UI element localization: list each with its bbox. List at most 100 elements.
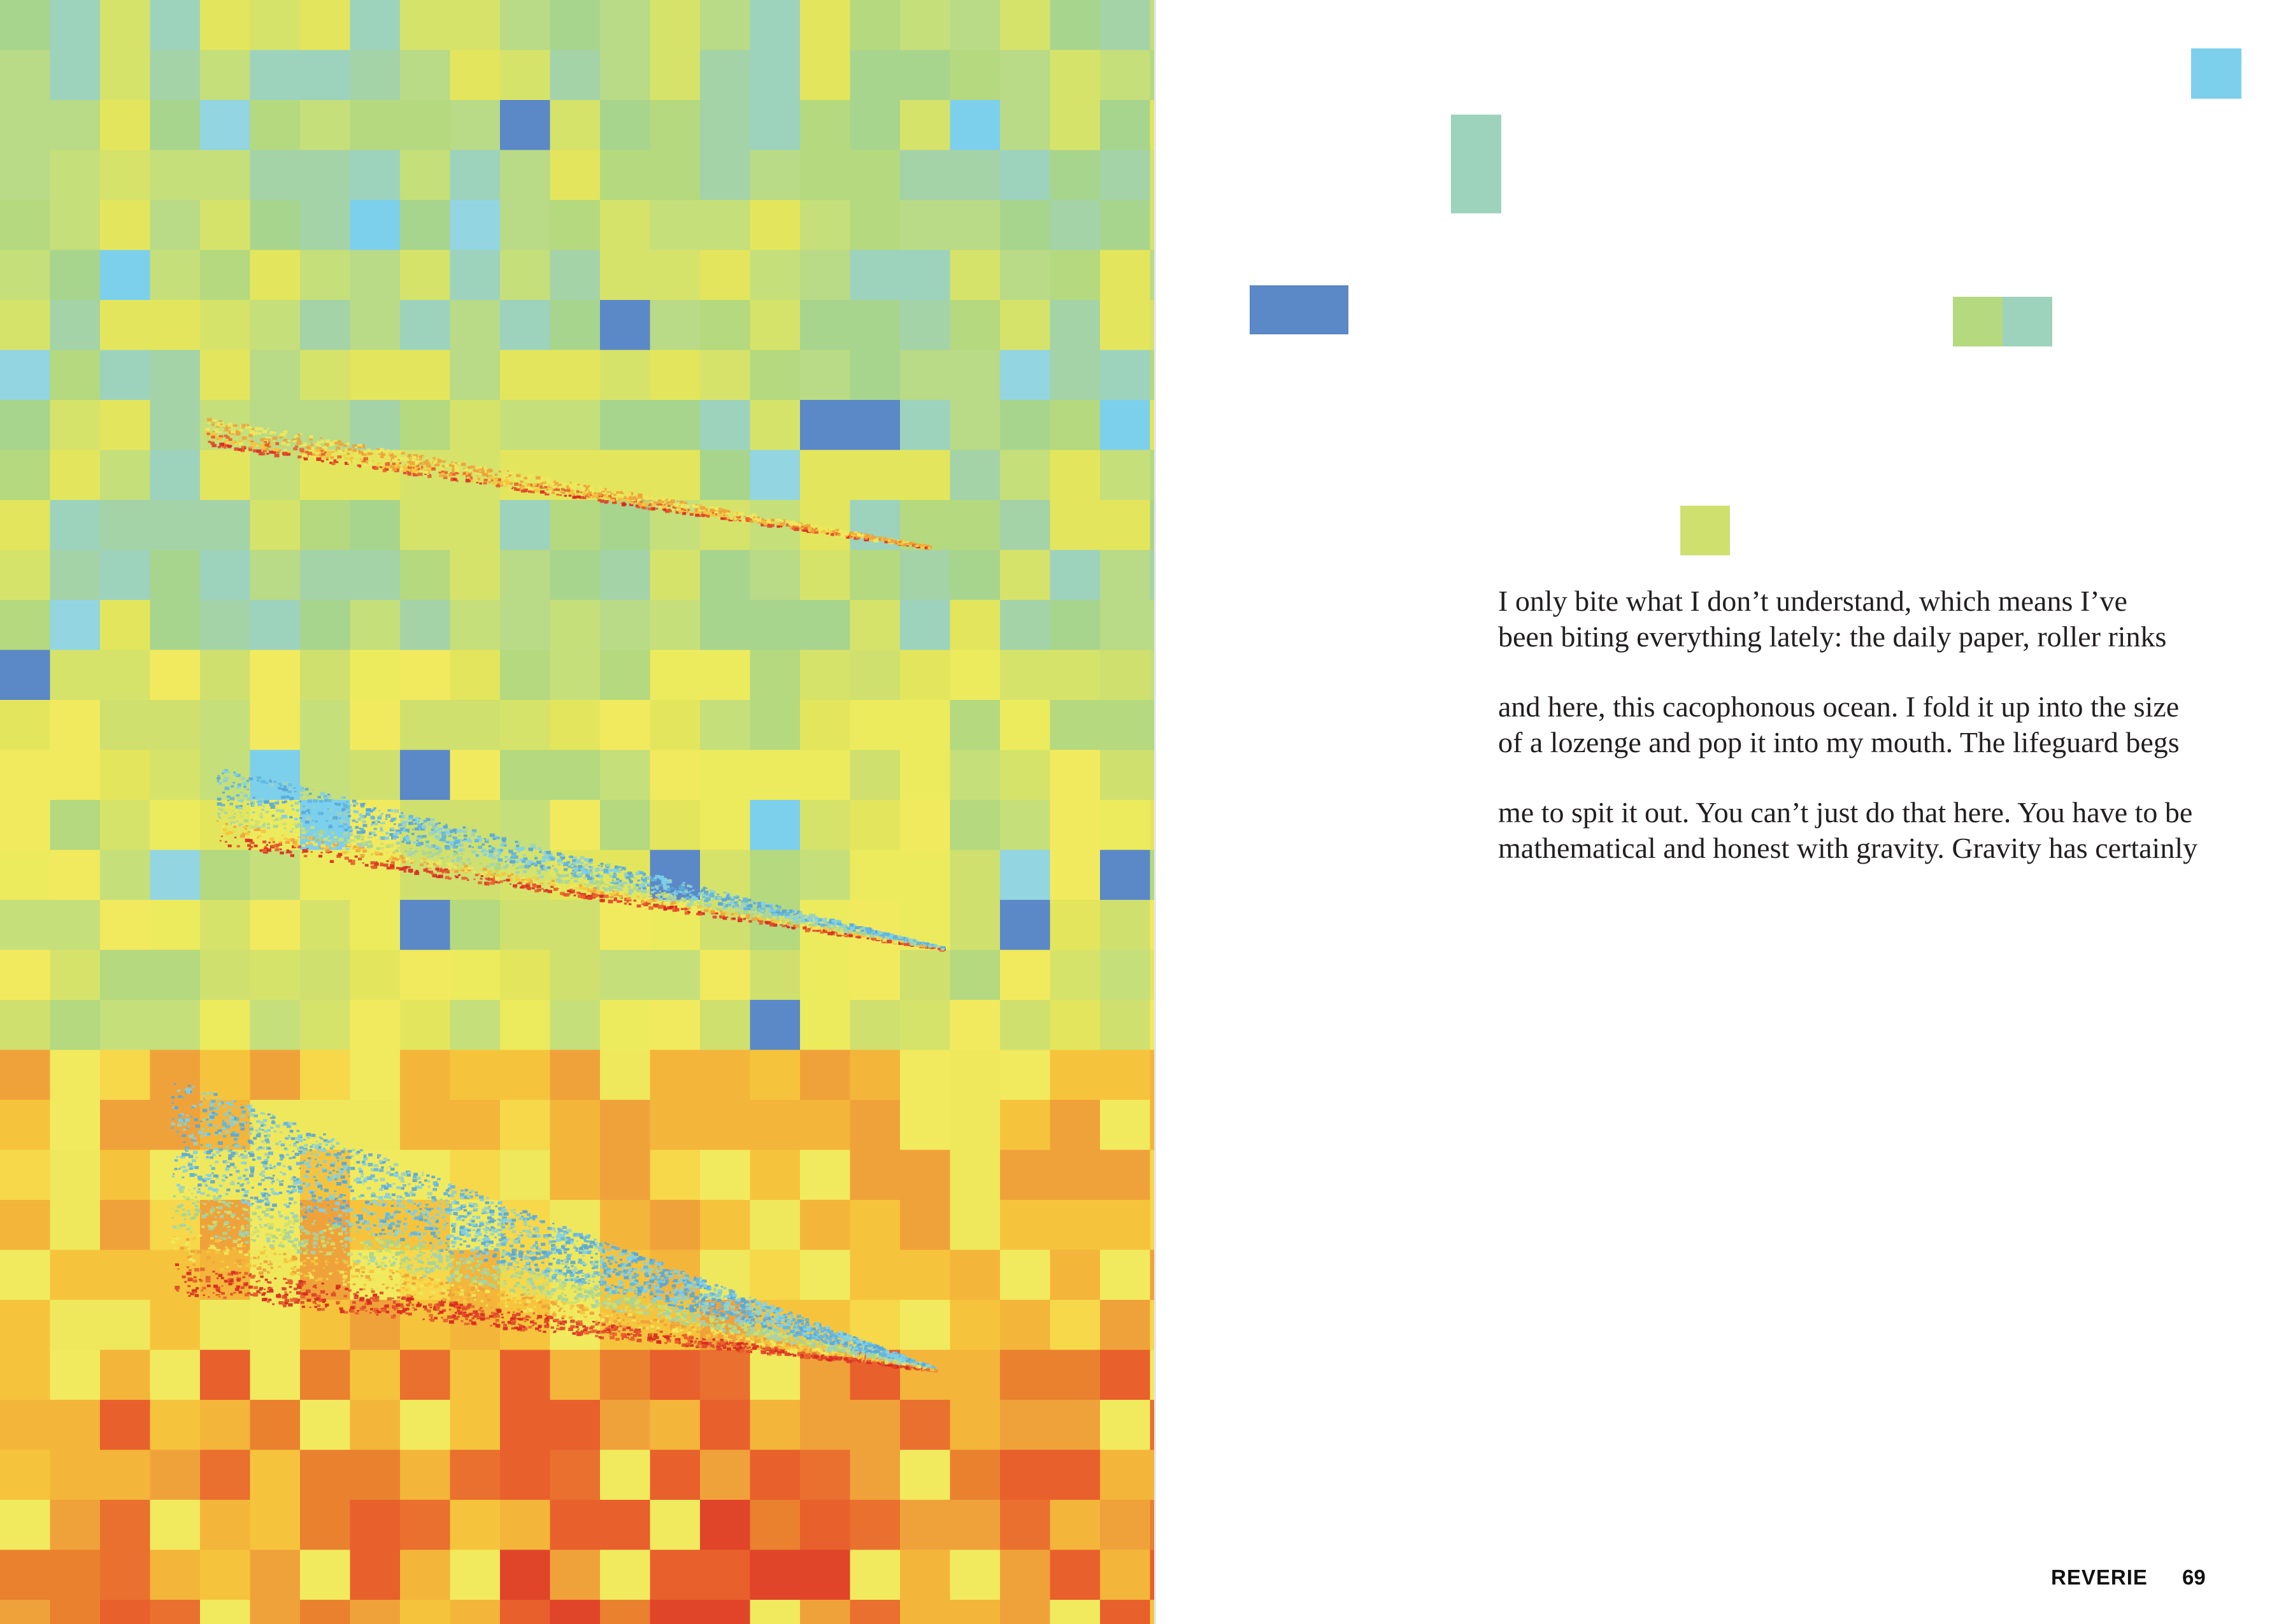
pixel-mosaic-artwork	[0, 0, 1154, 1624]
mosaic-tile	[100, 950, 151, 1001]
mosaic-tile	[1000, 200, 1051, 251]
mosaic-tile	[650, 650, 701, 701]
mosaic-tile	[350, 300, 401, 351]
mosaic-tile	[450, 1449, 501, 1500]
mosaic-tile	[1050, 1050, 1101, 1100]
mosaic-tile	[200, 1449, 251, 1500]
mosaic-tile	[1150, 250, 1154, 301]
mosaic-tile	[1150, 950, 1154, 1001]
mosaic-tile	[1050, 200, 1101, 251]
mosaic-tile	[1050, 1400, 1101, 1451]
mosaic-tile	[1100, 1400, 1151, 1451]
mosaic-tile	[650, 150, 701, 201]
mosaic-tile	[1050, 100, 1101, 151]
mosaic-tile	[700, 550, 751, 601]
mosaic-tile	[1000, 0, 1051, 51]
mosaic-tile	[800, 1150, 851, 1200]
mosaic-tile	[50, 1100, 101, 1151]
mosaic-tile	[1150, 750, 1154, 801]
mosaic-tile	[50, 300, 101, 351]
mosaic-tile	[900, 850, 951, 901]
mosaic-tile	[450, 700, 501, 751]
mosaic-tile	[900, 1549, 951, 1600]
mosaic-tile	[100, 1400, 151, 1451]
mosaic-tile	[0, 1600, 51, 1624]
mosaic-tile	[0, 700, 51, 751]
mosaic-tile	[900, 800, 951, 851]
mosaic-tile	[300, 150, 351, 201]
mosaic-tile	[500, 800, 551, 851]
mosaic-tile	[1100, 500, 1151, 551]
mosaic-tile	[0, 1400, 51, 1451]
mosaic-tile	[750, 250, 801, 301]
mosaic-tile	[1150, 1250, 1154, 1300]
mosaic-tile	[550, 1549, 601, 1600]
mosaic-tile	[900, 50, 951, 101]
mosaic-tile	[900, 950, 951, 1001]
mosaic-tile	[650, 1600, 701, 1624]
mosaic-tile	[600, 1200, 651, 1251]
magazine-name: REVERIE	[2051, 1565, 2148, 1589]
mosaic-tile	[200, 0, 251, 51]
mosaic-tile	[450, 950, 501, 1001]
poem-line: I only bite what I don’t understand, whi…	[1498, 585, 2127, 617]
mosaic-tile	[0, 1150, 51, 1200]
mosaic-tile	[850, 0, 901, 51]
mosaic-tile	[500, 900, 551, 951]
mosaic-tile	[0, 400, 51, 451]
mosaic-tile	[750, 1400, 801, 1451]
mosaic-tile	[450, 400, 501, 451]
mosaic-tile	[150, 1050, 201, 1100]
mosaic-tile	[950, 0, 1001, 51]
mosaic-tile	[750, 850, 801, 901]
mosaic-tile	[500, 1500, 551, 1551]
mosaic-tile	[350, 350, 401, 401]
mosaic-tile	[400, 500, 451, 551]
mosaic-tile	[1050, 50, 1101, 101]
mosaic-tile	[50, 1200, 101, 1251]
mosaic-tile	[350, 550, 401, 601]
mosaic-tile	[550, 650, 601, 701]
mosaic-tile	[1150, 450, 1154, 501]
mosaic-tile	[150, 50, 201, 101]
mosaic-tile	[450, 50, 501, 101]
mosaic-tile	[1150, 100, 1154, 151]
mosaic-tile	[1150, 1600, 1154, 1624]
mosaic-tile	[50, 1549, 101, 1600]
mosaic-tile	[150, 500, 201, 551]
mosaic-tile	[0, 100, 51, 151]
mosaic-tile	[1050, 1250, 1101, 1300]
poem-line: and here, this cacophonous ocean. I fold…	[1498, 690, 2180, 723]
mosaic-tile	[1050, 1100, 1101, 1151]
mosaic-tile	[950, 950, 1001, 1001]
mosaic-tile	[950, 100, 1001, 151]
mosaic-tile	[1000, 400, 1051, 451]
mosaic-tile	[100, 900, 151, 951]
mosaic-tile	[1100, 1600, 1151, 1624]
mosaic-tile	[200, 900, 251, 951]
mosaic-tile	[50, 1000, 101, 1051]
mosaic-tile	[450, 450, 501, 501]
mosaic-tile	[300, 1449, 351, 1500]
mosaic-tile	[500, 0, 551, 51]
mosaic-tile	[400, 50, 451, 101]
mosaic-tile	[300, 350, 351, 401]
mosaic-tile	[450, 650, 501, 701]
mosaic-tile	[1000, 350, 1051, 401]
mosaic-tile	[500, 1449, 551, 1500]
mosaic-tile	[1050, 1500, 1101, 1551]
mosaic-tile	[250, 850, 301, 901]
mosaic-tile	[1100, 750, 1151, 801]
mosaic-tile	[1150, 700, 1154, 751]
mosaic-tile	[400, 350, 451, 401]
mosaic-tile	[500, 150, 551, 201]
mosaic-tile	[100, 1500, 151, 1551]
mosaic-tile	[500, 350, 551, 401]
mosaic-tile	[550, 50, 601, 101]
mosaic-tile	[400, 1350, 451, 1400]
mosaic-tile	[800, 200, 851, 251]
mosaic-tile	[600, 1600, 651, 1624]
mosaic-tile	[550, 350, 601, 401]
mosaic-tile	[1150, 550, 1154, 601]
mosaic-tile	[300, 0, 351, 51]
